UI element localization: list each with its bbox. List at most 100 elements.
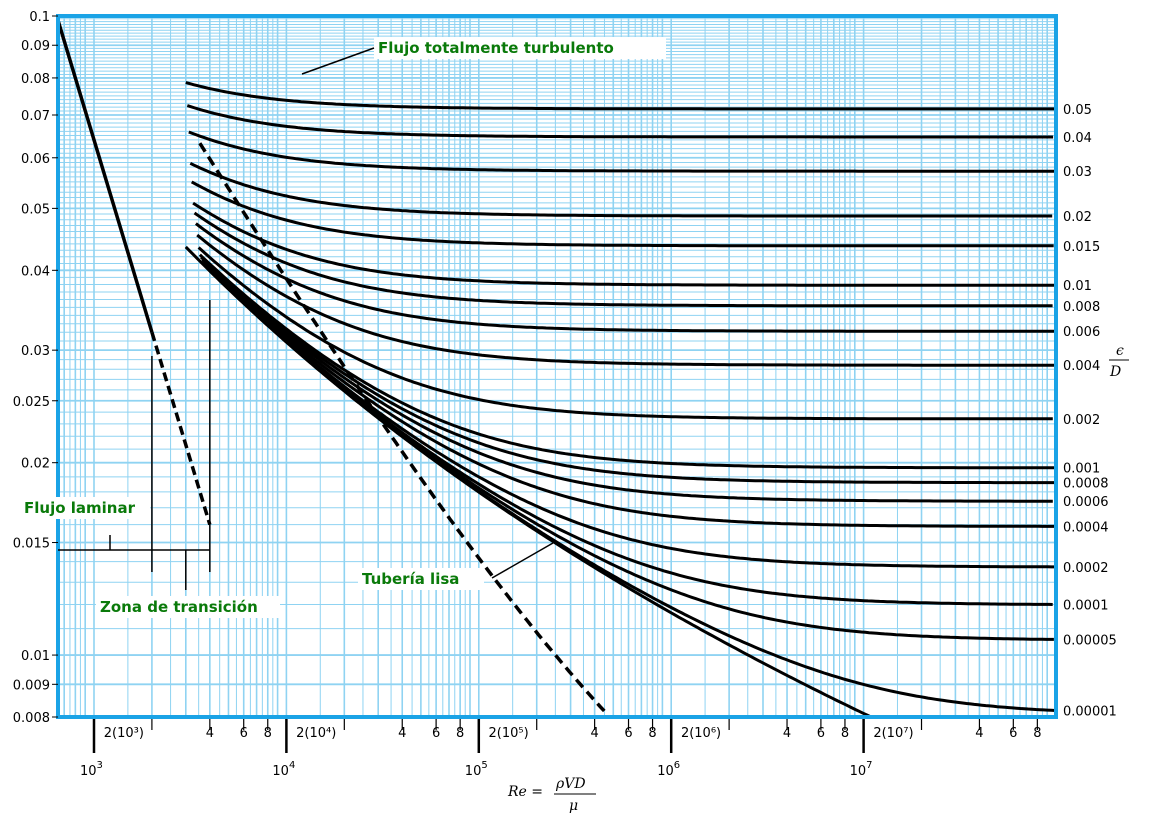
x-minor-tick-label: 2(10⁶) — [681, 726, 721, 741]
roughness-label: 0.00001 — [1063, 705, 1117, 720]
annotations: Flujo totalmente turbulento Tubería lisa F… — [20, 37, 666, 618]
annotation-smooth-pipe-bg — [358, 568, 484, 590]
x-minor-tick-label: 8 — [264, 726, 272, 741]
annotation-arrow — [491, 542, 554, 579]
x-minor-tick-label: 6 — [1009, 726, 1017, 741]
roughness-curve — [198, 253, 1055, 470]
friction-curves — [56, 19, 1056, 719]
x-axis-label-denominator: μ — [569, 798, 578, 814]
x-major-tick-label: 107 — [850, 760, 873, 779]
x-major-tick-label: 103 — [80, 760, 103, 779]
annotation-arrow — [301, 47, 375, 75]
roughness-label: 0.0004 — [1063, 520, 1109, 535]
roughness-curve — [196, 233, 1056, 367]
roughness-label: 0.001 — [1063, 462, 1100, 477]
x-minor-tick-label: 4 — [590, 726, 598, 741]
roughness-curve — [192, 201, 1056, 287]
y-tick-label: 0.03 — [21, 344, 50, 359]
roughness-curve — [185, 81, 1056, 111]
annotation-fully-turbulent: Flujo totalmente turbulento — [378, 39, 614, 57]
y-tick-label: 0.008 — [13, 711, 50, 726]
x-minor-tick-label: 6 — [432, 726, 440, 741]
x-major-tick-label: 106 — [657, 760, 680, 779]
plot-frame — [56, 14, 1058, 719]
x-minor-tick-label: 4 — [206, 726, 214, 741]
y-tick-label: 0.09 — [21, 39, 50, 54]
x-minor-tick-label: 2(10⁵) — [489, 726, 529, 741]
x-axis-label: Re = ρVD μ — [507, 776, 596, 814]
roughness-label: 0.04 — [1063, 131, 1092, 146]
y-tick-label: 0.015 — [13, 537, 50, 552]
x-minor-tick-label: 8 — [648, 726, 656, 741]
x-minor-tick-label: 8 — [841, 726, 849, 741]
y-tick-label: 0.05 — [21, 202, 50, 217]
roughness-label: 0.0001 — [1063, 598, 1109, 613]
roughness-curve — [201, 258, 1053, 503]
roughness-curve — [194, 222, 1054, 333]
x-major-tick-label: 104 — [272, 760, 295, 779]
roughness-labels: 0.05 0.04 0.03 0.02 0.015 0.01 0.008 0.006 0.004… — [1063, 103, 1117, 720]
right-axis-label-denominator: D — [1109, 364, 1121, 380]
roughness-curve — [202, 261, 1055, 528]
smooth-pipe-curve — [184, 245, 872, 719]
roughness-label: 0.0008 — [1063, 477, 1109, 492]
roughness-label: 0.004 — [1063, 359, 1100, 374]
x-axis-ticks: 103 104 105 106 107 2(10³) 4 6 8 2(10⁴) 4 6 8 2(10⁵) 4… — [80, 719, 1041, 779]
y-tick-label: 0.025 — [13, 395, 50, 410]
y-axis-ticks: 0.1 0.09 0.08 0.07 0.06 0.05 0.04 0.03 0.025 0.02… — [13, 10, 58, 726]
right-axis-label-numerator: ϵ — [1116, 343, 1124, 359]
x-major-tick-exponent: 5 — [481, 760, 487, 771]
y-tick-label: 0.06 — [21, 152, 50, 167]
x-major-tick-exponent: 3 — [97, 760, 103, 771]
x-minor-tick-label: 2(10⁷) — [873, 726, 913, 741]
roughness-label: 0.006 — [1063, 325, 1100, 340]
x-minor-tick-label: 8 — [456, 726, 464, 741]
x-minor-tick-label: 4 — [975, 726, 983, 741]
x-major-tick-label: 105 — [465, 760, 488, 779]
roughness-curve — [205, 265, 1053, 606]
x-axis-label-prefix: Re = — [507, 784, 543, 800]
x-major-tick-exponent: 4 — [289, 760, 295, 771]
right-axis-label: ϵ D — [1109, 343, 1129, 380]
annotation-smooth-pipe: Tubería lisa — [362, 570, 459, 588]
x-axis-label-numerator: ρVD — [555, 776, 586, 792]
roughness-curve — [197, 246, 1053, 421]
x-minor-tick-label: 4 — [783, 726, 791, 741]
roughness-label: 0.01 — [1063, 279, 1092, 294]
annotation-transition: Zona de transición — [100, 598, 258, 616]
roughness-curve — [193, 211, 1053, 308]
y-tick-label: 0.01 — [21, 649, 50, 664]
x-major-tick-exponent: 6 — [674, 760, 680, 771]
x-minor-tick-label: 6 — [624, 726, 632, 741]
roughness-label: 0.03 — [1063, 165, 1092, 180]
roughness-label: 0.008 — [1063, 300, 1100, 315]
y-tick-label: 0.02 — [21, 457, 50, 472]
y-tick-label: 0.08 — [21, 72, 50, 87]
roughness-label: 0.002 — [1063, 413, 1100, 428]
roughness-label: 0.02 — [1063, 210, 1092, 225]
y-tick-label: 0.07 — [21, 109, 50, 124]
x-minor-tick-label: 2(10³) — [104, 726, 144, 741]
roughness-curve — [190, 180, 1054, 248]
annotation-fully-turbulent-bg — [374, 37, 666, 59]
x-minor-tick-label: 6 — [240, 726, 248, 741]
laminar-line-dashed — [150, 331, 212, 526]
fully-turbulent-boundary — [198, 142, 609, 716]
roughness-curve — [186, 104, 1054, 139]
annotation-transition-bg — [96, 596, 280, 618]
roughness-label: 0.0006 — [1063, 495, 1109, 510]
y-tick-label: 0.04 — [21, 264, 50, 279]
y-tick-label: 0.009 — [13, 678, 50, 693]
roughness-label: 0.015 — [1063, 240, 1100, 255]
roughness-curve — [203, 263, 1056, 569]
annotation-laminar: Flujo laminar — [24, 499, 136, 517]
x-major-tick-exponent: 7 — [866, 760, 872, 771]
x-minor-tick-label: 4 — [398, 726, 406, 741]
roughness-curve — [189, 161, 1053, 218]
roughness-label: 0.00005 — [1063, 633, 1117, 648]
laminar-line — [56, 19, 154, 333]
roughness-curve — [200, 256, 1056, 485]
roughness-curve — [188, 130, 1055, 173]
roughness-label: 0.0002 — [1063, 561, 1109, 576]
